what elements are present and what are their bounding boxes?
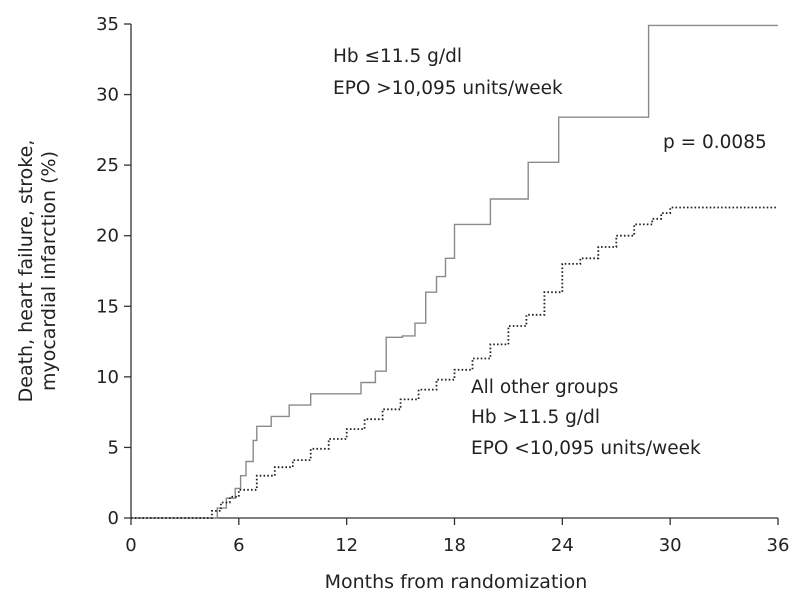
- series-layer: [131, 24, 778, 519]
- series-1-label-line-1: Hb ≤11.5 g/dl: [333, 46, 462, 67]
- y-tick-label: 15: [96, 296, 119, 317]
- p-value-annotation: p = 0.0085: [663, 132, 767, 153]
- y-tick-label: 20: [96, 226, 119, 247]
- x-tick-label: 12: [335, 535, 358, 556]
- y-tick-label: 25: [96, 155, 119, 176]
- x-tick-label: 0: [125, 535, 136, 556]
- series-1-label-line-2: EPO >10,095 units/week: [333, 78, 563, 99]
- x-tick-label: 30: [659, 535, 682, 556]
- y-tick-label: 35: [96, 14, 119, 35]
- y-tick-label: 10: [96, 367, 119, 388]
- x-tick-label: 6: [233, 535, 244, 556]
- series-1-line: [131, 24, 778, 519]
- y-tick-label: 30: [96, 85, 119, 106]
- x-tick-label: 24: [551, 535, 574, 556]
- y-tick-label: 0: [108, 508, 119, 529]
- series-2-label-line-2: Hb >11.5 g/dl: [471, 407, 600, 428]
- y-tick-label: 5: [108, 437, 119, 458]
- x-tick-label: 36: [767, 535, 790, 556]
- x-axis-title: Months from randomization: [325, 571, 588, 593]
- axes: 0 5 10 15 20 25 30 35 0 6 12 18 24 30 36: [96, 14, 789, 556]
- x-tick-label: 18: [443, 535, 466, 556]
- y-axis-title-line-1: Death, heart failure, stroke,: [15, 140, 37, 403]
- series-2-line: [131, 206, 778, 519]
- y-axis-title-line-2: myocardial infarction (%): [38, 151, 60, 391]
- series-2-label-line-1: All other groups: [471, 377, 618, 398]
- series-2-label-line-3: EPO <10,095 units/week: [471, 438, 701, 459]
